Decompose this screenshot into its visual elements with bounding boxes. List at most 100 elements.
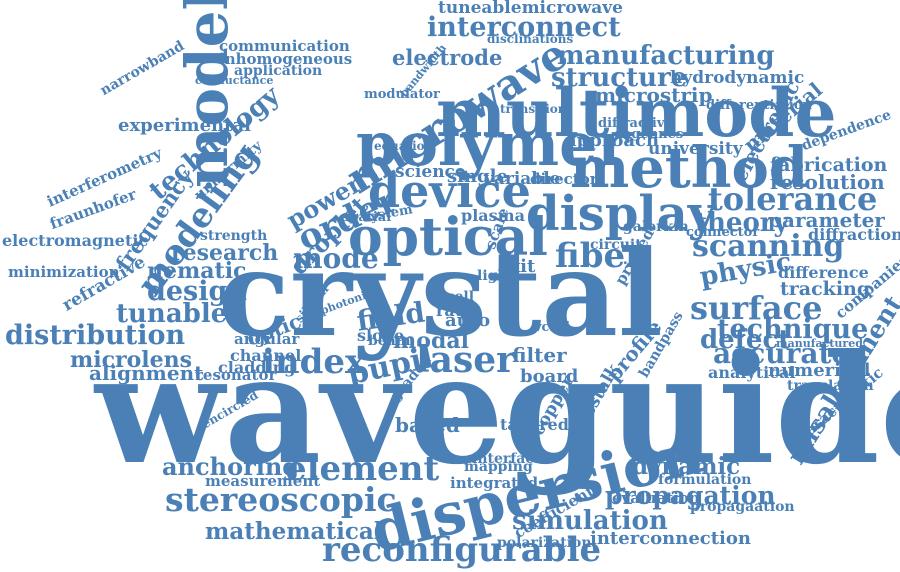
word-integrated: integrated: [450, 474, 539, 492]
word-stereoscopic: stereoscopic: [165, 480, 397, 519]
word-science: science: [395, 162, 466, 182]
word-evaluation: evaluation: [612, 489, 700, 507]
word-cladding: cladding: [218, 358, 296, 377]
word-spatial: spatial: [342, 210, 392, 225]
word-tracking: tracking: [780, 278, 871, 300]
word-cell: cell: [446, 289, 475, 305]
word-variable: variable: [484, 169, 561, 189]
word-channel: channel: [230, 346, 302, 365]
word-index: index: [262, 342, 366, 382]
word-nematic: nematic: [147, 258, 247, 284]
word-display: display: [526, 186, 716, 242]
word-translation: translation: [787, 378, 874, 394]
word-rate: rate: [436, 301, 473, 320]
word-experimental: experimental: [118, 115, 251, 136]
word-microstrip: microstrip: [595, 83, 713, 107]
word-anchoring: anchoring: [162, 452, 300, 481]
word-resolution: resolution: [770, 170, 885, 194]
word-mapping: mapping: [464, 459, 533, 475]
word-approach: approach: [565, 130, 660, 151]
word-slope: slope: [357, 326, 405, 345]
word-analytical: analytical: [708, 363, 796, 382]
word-communication: communication: [219, 37, 350, 55]
word-strength: strength: [200, 228, 268, 244]
word-difference: difference: [778, 263, 869, 282]
word-optical: optical: [348, 207, 548, 268]
word-light: light: [477, 268, 515, 284]
word-manufacturing: manufacturing: [557, 41, 775, 71]
word-board: board: [520, 366, 579, 387]
word-microlens: microlens: [70, 347, 193, 373]
word-diffractive: diffractive: [598, 116, 673, 131]
word-based: based: [395, 413, 460, 437]
word-multimode: multimode: [436, 74, 837, 152]
word-modulator: modulator: [364, 87, 440, 102]
word-distribution: distribution: [5, 320, 186, 351]
word-alignment: alignment: [89, 361, 204, 385]
word-minimization: minimization: [8, 263, 120, 281]
word-diffraction: diffraction: [808, 225, 900, 244]
word-degennes: degennes: [614, 127, 684, 142]
word-single: single: [447, 166, 508, 187]
word-auto: auto: [445, 310, 491, 331]
word-waveguide: waveguide: [95, 322, 900, 498]
word-angular: angular: [234, 330, 300, 348]
word-resonator: resonator: [195, 366, 277, 384]
word-fiber: fiber: [555, 236, 644, 276]
word-modal: modal: [393, 328, 469, 354]
word-connector: connector: [686, 225, 760, 240]
word-exit: exit: [498, 256, 536, 277]
word-equation: equation: [374, 139, 434, 153]
word-research: research: [171, 240, 279, 266]
word-tuneablemicrowave: tuneablemicrowave: [438, 0, 623, 18]
word-reconfigurable: reconfigurable: [322, 530, 602, 570]
word-vcsel: vcsel: [534, 320, 570, 335]
word-technique: technique: [717, 314, 869, 345]
word-scanning: scanning: [692, 229, 845, 264]
word-tolerance: tolerance: [708, 180, 878, 218]
word-differentiation: differentiation: [706, 98, 812, 113]
word-dynamic: dynamic: [632, 453, 741, 480]
word-mode: mode: [293, 242, 379, 275]
word-tunable: tunable: [116, 299, 228, 329]
word-conductance: conductance: [195, 74, 274, 87]
word-director: director: [530, 170, 598, 188]
word-tapered: tapered: [500, 415, 569, 434]
word-electromagnetic: electromagnetic: [2, 231, 149, 250]
word-inhomogeneous: inhomogeneous: [219, 50, 353, 68]
word-structure: structure: [551, 63, 688, 93]
word-element: element: [285, 449, 440, 489]
word-defect: defect: [700, 325, 791, 355]
word-application: application: [234, 63, 323, 79]
word-method: method: [570, 135, 808, 201]
word-theory: theory: [695, 208, 789, 238]
word-simulation: simulation: [512, 506, 668, 536]
word-mathematical: mathematical: [205, 518, 383, 545]
word-polarization: polarization: [497, 535, 592, 551]
word-crystal: crystal: [218, 224, 663, 363]
word-transition: transition: [500, 102, 567, 116]
word-beam: beam: [368, 333, 411, 349]
word-accurate: accurate: [713, 337, 850, 370]
word-manufactured: manufactured: [776, 337, 863, 350]
word-numerical: numerical: [768, 360, 871, 381]
word-polymer: polymer: [356, 110, 629, 180]
word-device: device: [368, 164, 531, 218]
word-disclinations: disclinations: [487, 32, 574, 46]
word-parameter: parameter: [768, 208, 885, 232]
word-fabrication: fabrication: [770, 154, 888, 176]
word-propagaation: propagaation: [690, 499, 795, 515]
word-hydrodynamic: hydrodynamic: [670, 68, 805, 88]
word-interconnect: interconnect: [427, 12, 621, 43]
word-electrode: electrode: [392, 45, 503, 70]
word-filter: filter: [512, 343, 567, 367]
word-plasma: plasma: [461, 206, 525, 225]
word-measurement: measurement: [205, 472, 321, 490]
word-surface: surface: [690, 289, 823, 327]
word-design: design: [147, 276, 248, 307]
word-galerkin: galerkin: [623, 219, 689, 235]
word-propagation: propagation: [605, 481, 776, 510]
word-laser: laser: [416, 339, 516, 381]
word-interface: interface: [472, 451, 543, 467]
